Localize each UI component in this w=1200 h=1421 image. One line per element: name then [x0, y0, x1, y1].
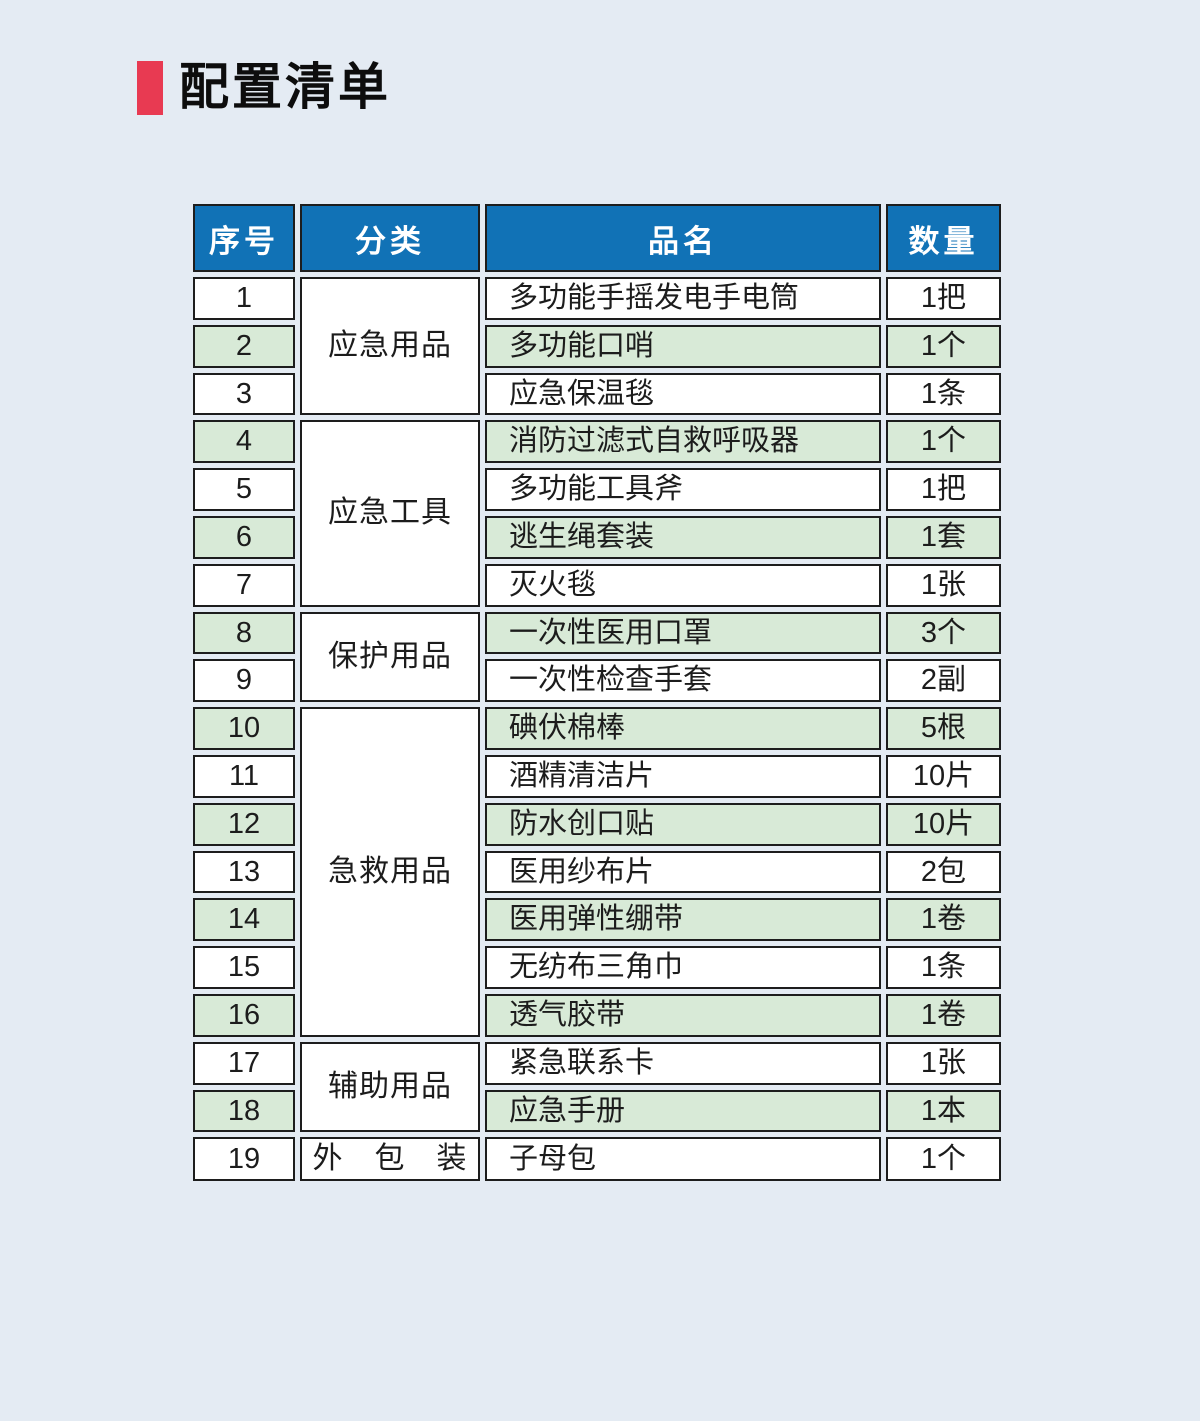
row-number-cell: 15: [193, 946, 295, 989]
item-name-cell: 多功能手摇发电手电筒: [485, 277, 881, 320]
row-number-cell: 4: [193, 420, 295, 464]
category-cell: 应急用品: [300, 277, 480, 416]
row-number-cell: 2: [193, 324, 295, 368]
item-name-cell: 多功能工具斧: [485, 468, 881, 511]
table-row: 7 灭火毯 1张: [193, 563, 1001, 607]
config-table: 序号 分类 品名 数量 1 应急用品 多功能手摇发电手电筒 1把 2 多功能口哨 1个 3 应急…: [188, 199, 1006, 1186]
column-header-name: 品名: [485, 204, 881, 272]
row-number-cell: 13: [193, 850, 295, 894]
item-name-cell: 应急手册: [485, 1089, 881, 1133]
quantity-cell: 1把: [886, 468, 1001, 511]
item-name-cell: 医用纱布片: [485, 850, 881, 894]
table-row: 3 应急保温毯 1条: [193, 372, 1001, 416]
row-number-cell: 10: [193, 707, 295, 750]
page-header: 配置清单: [137, 60, 1200, 115]
category-cell: 应急工具: [300, 420, 480, 607]
quantity-cell: 10片: [886, 802, 1001, 846]
row-number-cell: 19: [193, 1137, 295, 1182]
table-header: 序号 分类 品名 数量: [193, 204, 1001, 272]
table-row: 4 应急工具 消防过滤式自救呼吸器 1个: [193, 420, 1001, 607]
row-number-cell: 12: [193, 802, 295, 846]
quantity-cell: 1个: [886, 420, 1001, 464]
item-name-cell: 透气胶带: [485, 993, 881, 1037]
item-name-cell: 一次性检查手套: [485, 659, 881, 703]
table-body: 1 应急用品 多功能手摇发电手电筒 1把 2 多功能口哨 1个 3 应急保温毯 1条 4 应急工具 消防…: [193, 277, 1001, 1182]
table-row: 5 多功能工具斧 1把: [193, 468, 1001, 511]
row-number-cell: 7: [193, 563, 295, 607]
table-row: 19 外 包 装子母包 1个: [193, 1137, 1001, 1182]
quantity-cell: 1个: [886, 324, 1001, 368]
item-name-cell: 一次性医用口罩: [485, 611, 881, 655]
table-row: 12 防水创口贴 10片: [193, 802, 1001, 846]
table-row: 18 应急手册 1本: [193, 1089, 1001, 1133]
item-name-cell: 消防过滤式自救呼吸器: [485, 420, 881, 464]
row-number-cell: 17: [193, 1041, 295, 1085]
quantity-cell: 1套: [886, 515, 1001, 559]
table-row: 11 酒精清洁片 10片: [193, 754, 1001, 798]
quantity-cell: 1张: [886, 563, 1001, 607]
table-row: 8 保护用品 一次性医用口罩 3个: [193, 611, 1001, 703]
quantity-cell: 2包: [886, 850, 1001, 894]
table-row: 14 医用弹性绷带 1卷: [193, 898, 1001, 942]
page-title: 配置清单: [179, 59, 391, 115]
table-row: 10 急救用品 碘伏棉棒 5根: [193, 707, 1001, 1037]
table-row: 9 一次性检查手套 2副: [193, 659, 1001, 703]
item-name-cell: 碘伏棉棒: [485, 707, 881, 750]
title-accent-bar: [137, 60, 163, 115]
item-name-cell: 应急保温毯: [485, 372, 881, 416]
row-number-cell: 18: [193, 1089, 295, 1133]
quantity-cell: 3个: [886, 611, 1001, 655]
row-number-cell: 3: [193, 372, 295, 416]
quantity-cell: 1条: [886, 946, 1001, 989]
item-name-cell: 酒精清洁片: [485, 754, 881, 798]
header-row: 序号 分类 品名 数量: [193, 204, 1001, 272]
row-number-cell: 5: [193, 468, 295, 511]
quantity-cell: 10片: [886, 754, 1001, 798]
table-row: 15 无纺布三角巾 1条: [193, 946, 1001, 989]
category-cell: 保护用品: [300, 611, 480, 703]
item-name-cell: 多功能口哨: [485, 324, 881, 368]
quantity-cell: 1张: [886, 1041, 1001, 1085]
item-name-cell: 无纺布三角巾: [485, 946, 881, 989]
item-name-cell: 医用弹性绷带: [485, 898, 881, 942]
quantity-cell: 2副: [886, 659, 1001, 703]
row-number-cell: 11: [193, 754, 295, 798]
category-cell: 辅助用品: [300, 1041, 480, 1133]
item-name-cell: 灭火毯: [485, 563, 881, 607]
item-name-cell: 防水创口贴: [485, 802, 881, 846]
row-number-cell: 6: [193, 515, 295, 559]
quantity-cell: 1条: [886, 372, 1001, 416]
quantity-cell: 1卷: [886, 898, 1001, 942]
row-number-cell: 8: [193, 611, 295, 655]
table-row: 13 医用纱布片 2包: [193, 850, 1001, 894]
column-header-category: 分类: [300, 204, 480, 272]
column-header-no: 序号: [193, 204, 295, 272]
quantity-cell: 1卷: [886, 993, 1001, 1037]
item-name-cell: 子母包: [485, 1137, 881, 1182]
quantity-cell: 1个: [886, 1137, 1001, 1182]
row-number-cell: 14: [193, 898, 295, 942]
row-number-cell: 9: [193, 659, 295, 703]
table-row: 6 逃生绳套装 1套: [193, 515, 1001, 559]
column-header-qty: 数量: [886, 204, 1001, 272]
item-name-cell: 逃生绳套装: [485, 515, 881, 559]
row-number-cell: 16: [193, 993, 295, 1037]
table-row: 1 应急用品 多功能手摇发电手电筒 1把: [193, 277, 1001, 416]
quantity-cell: 1把: [886, 277, 1001, 320]
table-row: 17 辅助用品 紧急联系卡 1张: [193, 1041, 1001, 1133]
quantity-cell: 1本: [886, 1089, 1001, 1133]
row-number-cell: 1: [193, 277, 295, 320]
item-name-cell: 紧急联系卡: [485, 1041, 881, 1085]
table-row: 2 多功能口哨 1个: [193, 324, 1001, 368]
quantity-cell: 5根: [886, 707, 1001, 750]
category-cell: 外 包 装: [300, 1137, 480, 1182]
table-row: 16 透气胶带 1卷: [193, 993, 1001, 1037]
category-cell: 急救用品: [300, 707, 480, 1037]
